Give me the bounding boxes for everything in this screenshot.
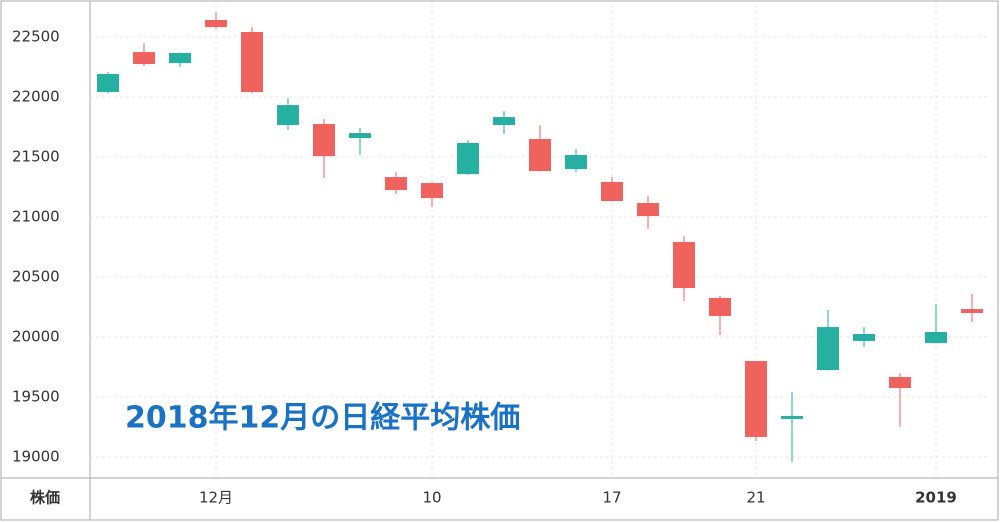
x-tick-label: 17 — [602, 489, 621, 507]
candle-body — [529, 139, 551, 172]
candle-body — [889, 376, 911, 389]
candle-body — [205, 19, 227, 28]
x-tick-label: 12月 — [199, 489, 233, 507]
candle-body — [637, 202, 659, 217]
candle-body — [709, 298, 731, 317]
annotation: 2018年12月の日経平均株価 — [125, 401, 520, 436]
candle-body — [169, 52, 191, 64]
y-tick-label: 22500 — [12, 28, 60, 46]
candle-body — [421, 183, 443, 199]
candle-body — [349, 133, 371, 139]
y-tick-label: 21500 — [12, 148, 60, 166]
y-tick-label: 19500 — [12, 388, 60, 406]
candle-body — [565, 154, 587, 170]
candle-body — [457, 142, 479, 175]
candle-body — [385, 177, 407, 191]
x-tick-label: 10 — [422, 489, 441, 507]
candle-body — [745, 361, 767, 437]
candle-body — [493, 117, 515, 125]
x-tick-label: 21 — [746, 489, 765, 507]
y-tick-label: 21000 — [12, 208, 60, 226]
candle-body — [313, 124, 335, 157]
candle-body — [277, 105, 299, 125]
y-tick-label: 20000 — [12, 328, 60, 346]
y-tick-label: 22000 — [12, 88, 60, 106]
y-tick-label: 19000 — [12, 448, 60, 466]
candle-body — [925, 331, 947, 344]
candle-body — [781, 415, 803, 419]
candle-body — [97, 73, 119, 92]
candle-body — [673, 241, 695, 289]
candle-body — [601, 181, 623, 202]
candle-body — [241, 31, 263, 92]
y-axis-label: 株価 — [30, 489, 60, 507]
y-tick-label: 20500 — [12, 268, 60, 286]
x-tick-label: 2019 — [915, 489, 957, 507]
candle-body — [133, 52, 155, 65]
candle-body — [961, 309, 983, 314]
candle-body — [853, 334, 875, 341]
candle-body — [817, 327, 839, 371]
